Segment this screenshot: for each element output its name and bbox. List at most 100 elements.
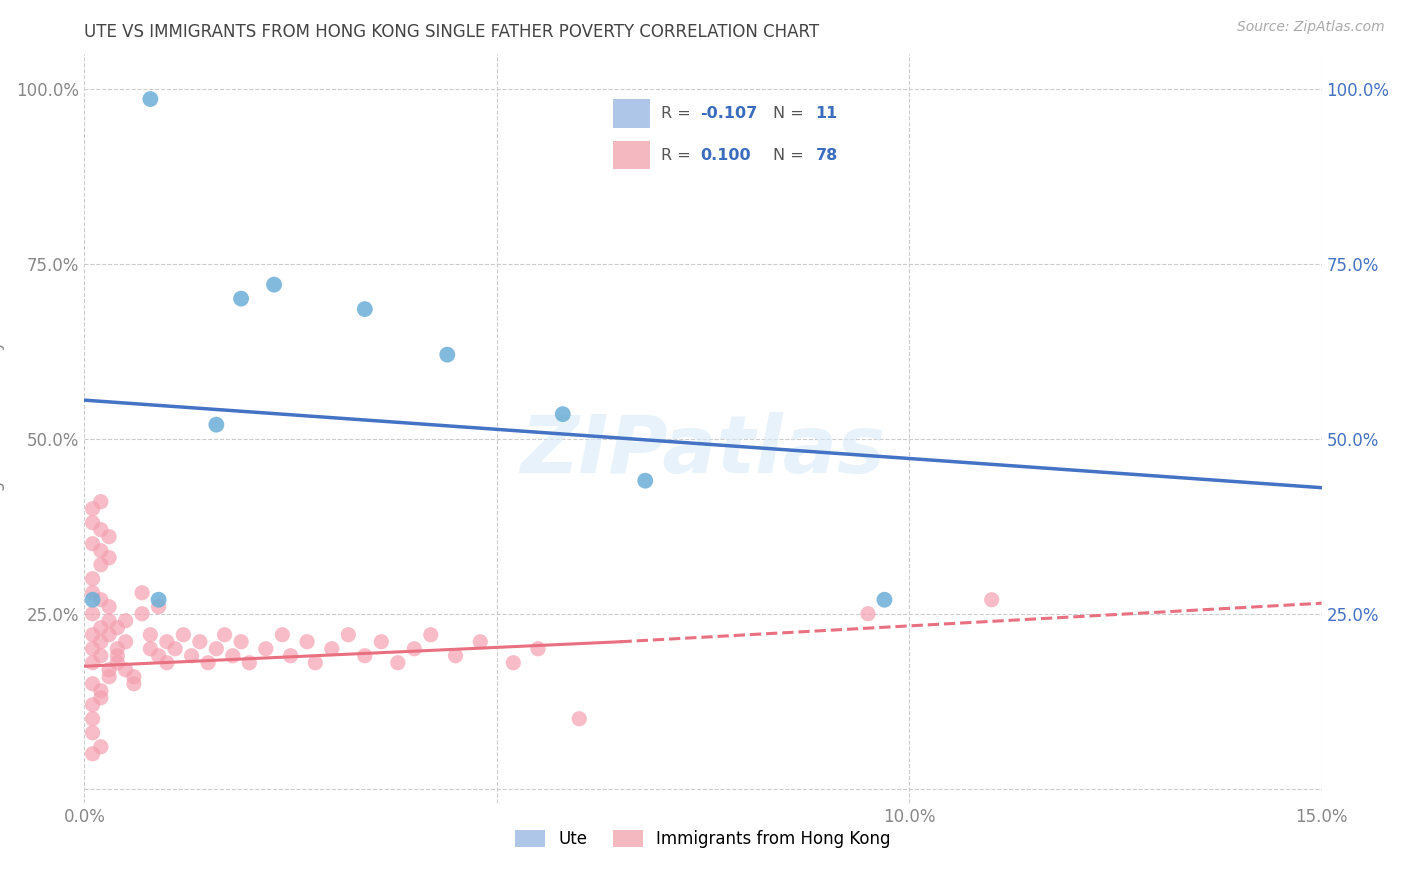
Point [295,634,318,648]
Point [139,92,162,106]
Point [98,530,121,544]
Point [980,592,1002,607]
Point [139,628,162,642]
Point [82,572,104,586]
Legend: Ute, Immigrants from Hong Kong: Ute, Immigrants from Hong Kong [509,823,897,855]
Point [148,648,170,663]
Point [122,677,145,691]
Point [105,621,128,635]
Point [165,641,187,656]
FancyBboxPatch shape [613,141,650,169]
Point [82,725,104,739]
Point [238,656,260,670]
Point [105,641,128,656]
Point [148,592,170,607]
Point [82,677,104,691]
Text: -0.107: -0.107 [700,106,758,120]
Point [90,621,112,635]
Point [180,648,202,663]
Point [82,641,104,656]
Point [197,656,219,670]
Text: R =: R = [661,106,690,120]
Point [82,537,104,551]
Point [114,634,136,648]
Text: R =: R = [661,148,690,162]
Point [82,656,104,670]
Point [90,739,112,754]
Point [470,634,492,648]
Point [502,656,524,670]
Point [82,516,104,530]
Point [114,663,136,677]
Point [188,634,211,648]
Point [387,656,409,670]
Point [82,628,104,642]
Point [148,599,170,614]
Point [90,494,112,508]
Point [90,648,112,663]
Point [139,641,162,656]
Point [90,592,112,607]
Point [229,292,252,306]
Point [90,634,112,648]
Point [105,656,128,670]
Point [229,634,252,648]
Point [82,712,104,726]
Point [82,607,104,621]
Point [82,747,104,761]
Text: Source: ZipAtlas.com: Source: ZipAtlas.com [1237,20,1385,34]
Y-axis label: Single Father Poverty: Single Father Poverty [0,340,6,516]
Point [98,663,121,677]
FancyBboxPatch shape [613,99,650,128]
Point [98,628,121,642]
Point [82,592,104,607]
Text: ZIPatlas: ZIPatlas [520,411,886,490]
Point [205,641,228,656]
Point [419,628,441,642]
Point [527,641,550,656]
Point [98,550,121,565]
Point [856,607,879,621]
Point [337,628,360,642]
Point [444,648,467,663]
Point [254,641,277,656]
Point [404,641,426,656]
Point [98,599,121,614]
Point [156,634,179,648]
Text: 11: 11 [815,106,838,120]
Text: N =: N = [773,106,804,120]
Point [172,628,194,642]
Point [568,712,591,726]
Point [82,698,104,712]
Text: UTE VS IMMIGRANTS FROM HONG KONG SINGLE FATHER POVERTY CORRELATION CHART: UTE VS IMMIGRANTS FROM HONG KONG SINGLE … [84,23,820,41]
Point [321,641,343,656]
Point [214,628,236,642]
Point [90,558,112,572]
Point [370,634,392,648]
Point [156,656,179,670]
Point [304,656,326,670]
Point [122,670,145,684]
Point [271,628,294,642]
Point [353,648,375,663]
Point [90,683,112,698]
Point [436,348,458,362]
Point [131,585,153,599]
Point [114,614,136,628]
Point [98,670,121,684]
Point [90,523,112,537]
Point [263,277,285,292]
Point [131,607,153,621]
Point [280,648,302,663]
Point [82,501,104,516]
Point [873,592,896,607]
Point [634,474,657,488]
Point [90,543,112,558]
Point [551,407,574,421]
Text: 78: 78 [815,148,838,162]
Point [353,302,375,317]
Text: 0.100: 0.100 [700,148,751,162]
Point [90,690,112,705]
Point [82,585,104,599]
Point [98,614,121,628]
